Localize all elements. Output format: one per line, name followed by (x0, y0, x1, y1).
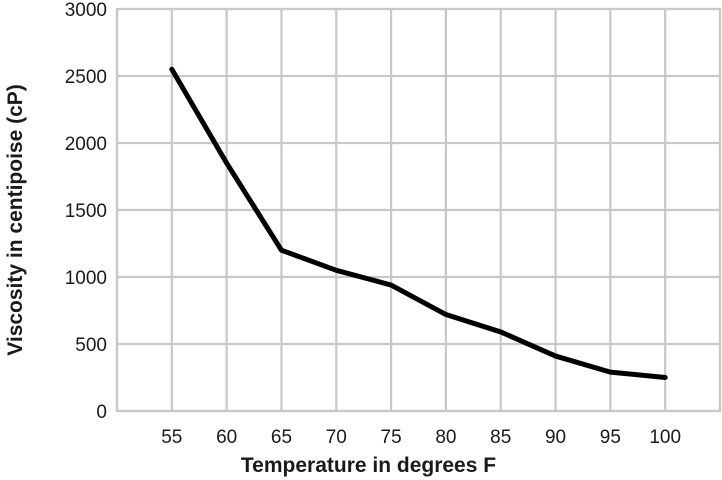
y-axis-title: Viscosity in centipoise (cP) (4, 84, 27, 356)
grid (115, 7, 722, 413)
y-tick-label: 0 (96, 402, 107, 423)
x-tick-label: 70 (326, 427, 347, 448)
y-tick-label: 2500 (65, 67, 107, 88)
y-tick-label: 2000 (65, 134, 107, 155)
series-line (169, 66, 668, 380)
series-layer (169, 66, 668, 380)
y-tick-labels: 0 500 1000 1500 2000 2500 3000 (65, 0, 107, 423)
x-tick-label: 60 (216, 427, 237, 448)
x-tick-label: 90 (545, 427, 566, 448)
x-tick-label: 100 (649, 427, 681, 448)
y-tick-label: 1500 (65, 201, 107, 222)
x-tick-label: 95 (600, 427, 621, 448)
x-tick-label: 85 (490, 427, 511, 448)
x-tick-label: 55 (161, 427, 182, 448)
plot-frame (115, 7, 722, 413)
y-tick-label: 1000 (65, 268, 107, 289)
x-tick-label: 80 (435, 427, 456, 448)
x-tick-label: 75 (381, 427, 402, 448)
y-tick-label: 500 (75, 335, 107, 356)
x-tick-labels: 55 60 65 70 75 80 85 90 95 100 (161, 427, 681, 448)
x-axis-title: Temperature in degrees F (241, 454, 496, 477)
x-tick-label: 65 (271, 427, 292, 448)
y-tick-label: 3000 (65, 0, 107, 21)
